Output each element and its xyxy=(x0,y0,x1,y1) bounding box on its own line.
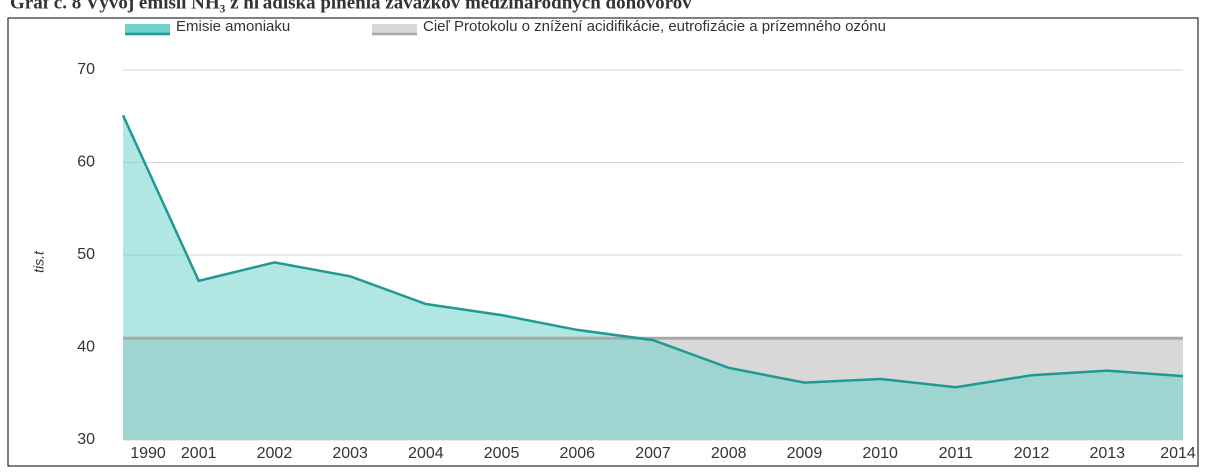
x-tick-label: 1990 xyxy=(130,445,166,462)
legend-swatch xyxy=(125,24,170,34)
y-axis-label: tis.t xyxy=(31,250,47,273)
x-tick-label: 2012 xyxy=(1014,445,1050,462)
y-tick-label: 30 xyxy=(77,431,95,448)
x-tick-label: 2010 xyxy=(862,445,898,462)
y-tick-label: 70 xyxy=(77,61,95,78)
area xyxy=(123,115,1183,440)
x-tick-label: 2005 xyxy=(484,445,520,462)
y-tick-label: 50 xyxy=(77,246,95,263)
x-tick-label: 2007 xyxy=(635,445,671,462)
line xyxy=(121,114,1184,389)
x-tick-label: 2006 xyxy=(559,445,595,462)
x-tick-label: 2011 xyxy=(939,445,974,462)
x-tick-label: 2009 xyxy=(787,445,823,462)
x-tick-label: 2003 xyxy=(332,445,368,462)
x-tick-label: 2004 xyxy=(408,445,444,462)
x-tick-label: 2002 xyxy=(257,445,293,462)
legend-swatch xyxy=(372,24,417,34)
y-tick-label: 40 xyxy=(77,339,95,356)
chart-title: Graf č. 8 Vývoj emisií NH₃ z hľadiska pl… xyxy=(10,0,692,13)
legend-label: Emisie amoniaku xyxy=(176,18,290,35)
x-tick-label: 2008 xyxy=(711,445,747,462)
y-tick-label: 60 xyxy=(77,154,95,171)
legend-label: Cieľ Protokolu o znížení acidifikácie, e… xyxy=(423,18,886,35)
frame xyxy=(7,17,1199,467)
x-tick-label: 2013 xyxy=(1089,445,1125,462)
x-tick-label: 2014 xyxy=(1160,445,1196,462)
x-tick-label: 2001 xyxy=(181,445,217,462)
